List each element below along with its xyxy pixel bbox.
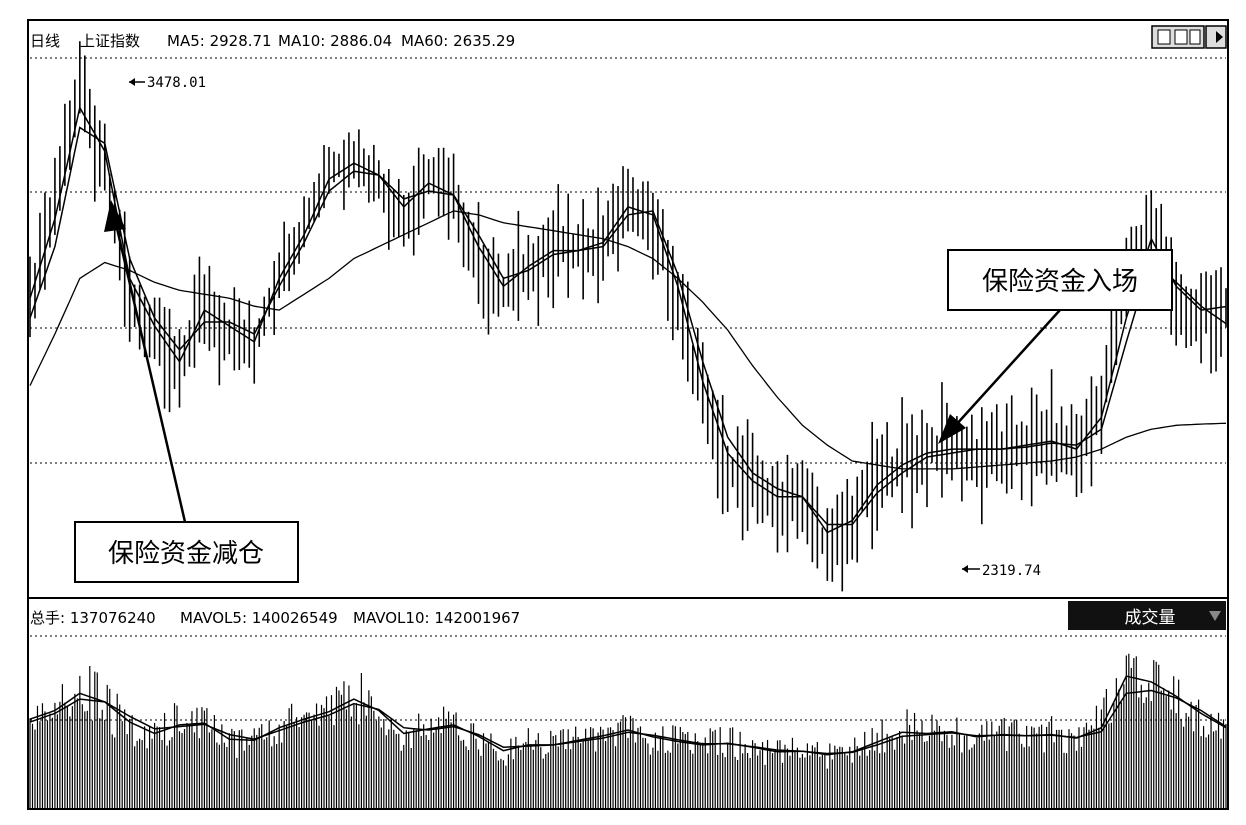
volume-header: 总手: 137076240 MAVOL5: 140026549 MAVOL10:… <box>30 609 520 627</box>
ma10-line <box>29 126 1227 526</box>
volume-grid <box>30 635 1226 721</box>
callout-reduce-text: 保险资金减仓 <box>108 539 264 569</box>
index-name: 上证指数 <box>80 32 140 50</box>
dropdown-chevron-icon[interactable] <box>1209 611 1221 621</box>
toolbar-window-icon[interactable] <box>1151 25 1205 49</box>
high-marker: 3478.01 <box>129 75 206 91</box>
mavol5-readout: MAVOL5: 140026549 <box>180 609 338 627</box>
total-volume-readout: 总手: 137076240 <box>30 609 156 627</box>
ma10-readout: MA10: 2886.04 <box>278 32 392 50</box>
mavol10-line <box>29 689 1227 755</box>
chart-frame <box>27 19 1229 810</box>
callout-insurance-reduce: 保险资金减仓 <box>74 200 299 583</box>
mavol10-readout: MAVOL10: 142001967 <box>353 609 520 627</box>
low-price-label: 2319.74 <box>982 563 1041 579</box>
indicator-dropdown-label: 成交量 <box>1125 608 1176 628</box>
price-header: 日线 上证指数 MA5: 2928.71 MA10: 2886.04 MA60:… <box>30 32 515 50</box>
ma5-readout: MA5: 2928.71 <box>167 32 272 50</box>
ma60-line <box>29 210 1227 470</box>
ma60-readout: MA60: 2635.29 <box>401 32 515 50</box>
callout-insurance-enter: 保险资金入场 <box>938 249 1173 444</box>
price-lines <box>29 105 1227 534</box>
toolbar-arrow-icon[interactable] <box>1205 25 1227 49</box>
ma5-line <box>29 105 1227 534</box>
low-marker: 2319.74 <box>962 563 1041 579</box>
period-label: 日线 <box>30 32 60 50</box>
callout-enter-text: 保险资金入场 <box>982 267 1138 297</box>
indicator-dropdown[interactable]: 成交量 <box>1068 601 1226 630</box>
volume-lines <box>29 675 1227 756</box>
high-price-label: 3478.01 <box>147 75 206 91</box>
price-candles <box>29 41 1227 592</box>
volume-bars <box>29 653 1227 808</box>
